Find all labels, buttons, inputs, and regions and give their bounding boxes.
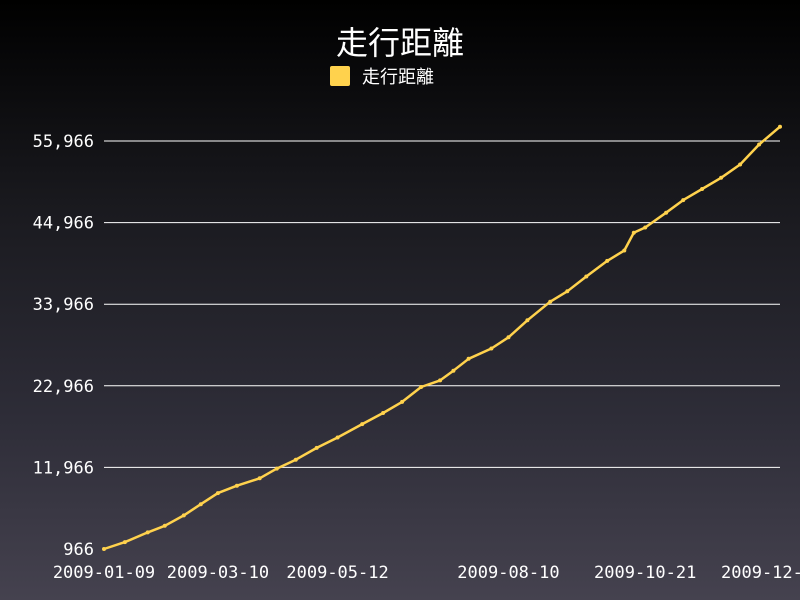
legend-label: 走行距離 [362,67,434,88]
y-tick-label: 33,966 [33,295,94,315]
data-point [162,523,167,528]
data-point [314,445,319,450]
data-point [738,162,743,167]
data-point [757,142,762,147]
x-tick-label: 2009-12- [721,563,800,583]
y-tick-label: 966 [63,540,94,560]
data-point [622,248,627,253]
data-point [664,210,669,215]
data-point [451,368,456,373]
data-point [643,225,648,230]
data-point [719,175,724,180]
data-point [335,435,340,440]
data-point [198,502,203,507]
y-tick-label: 22,966 [33,377,94,397]
data-point [525,318,530,323]
data-point [400,399,405,404]
data-point [605,258,610,263]
x-tick-label: 2009-10-21 [594,563,696,583]
data-point [584,274,589,279]
data-point [419,385,424,389]
data-point [681,198,686,203]
data-point [548,299,553,304]
y-tick-label: 44,966 [33,214,94,234]
data-point [122,540,127,545]
y-tick-label: 11,966 [33,458,94,478]
data-point [565,289,570,294]
legend: 走行距離 [330,63,434,89]
data-point [145,530,150,535]
data-point [102,547,106,551]
data-point [489,346,494,351]
y-tick-label: 55,966 [33,132,94,152]
x-tick-label: 2009-08-10 [457,563,559,583]
data-point [506,335,511,340]
x-tick-label: 2009-03-10 [167,563,269,583]
data-point [700,187,705,191]
data-point [360,422,365,427]
data-point [181,513,186,518]
data-point [215,491,220,496]
data-point [274,466,279,471]
data-point [466,356,471,361]
series-line [103,125,781,551]
x-tick-label: 2009-05-12 [286,563,388,583]
data-point [293,457,298,462]
chart-title: 走行距離 [335,24,464,62]
data-point [631,230,636,235]
data-point [438,378,443,383]
data-point [381,411,386,415]
legend-swatch [330,66,350,86]
data-point [257,476,262,481]
data-point [234,483,239,488]
x-tick-label: 2009-01-09 [53,563,155,583]
data-point [778,124,782,129]
